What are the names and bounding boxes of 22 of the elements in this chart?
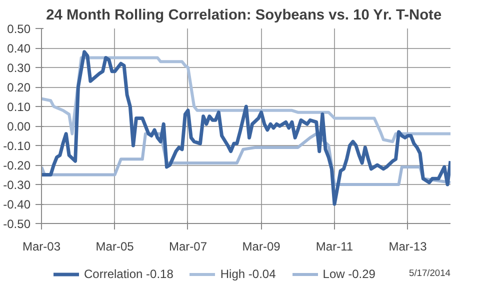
y-tick-label: 0.10: [7, 100, 31, 114]
y-tick-label: -0.20: [3, 158, 31, 172]
y-tick-label: 0.50: [7, 22, 31, 36]
x-tick-label: Mar-09: [242, 240, 281, 254]
y-tick-label: 0.20: [7, 80, 31, 94]
y-tick-label: -0.50: [3, 217, 31, 231]
x-tick-label: Mar-03: [22, 240, 61, 254]
legend-label: High -0.04: [220, 267, 276, 281]
chart-title: 24 Month Rolling Correlation: Soybeans vs. 10 Yr. T-Note: [46, 8, 442, 24]
y-tick-label: -0.10: [3, 139, 31, 153]
x-tick-label: Mar-05: [96, 240, 134, 254]
legend-label: Correlation -0.18: [84, 267, 174, 281]
x-tick-label: Mar-07: [168, 240, 208, 254]
legend-label: Low -0.29: [322, 267, 376, 281]
y-tick-label: -0.30: [3, 178, 31, 192]
y-tick-label: -0.40: [3, 198, 31, 212]
x-tick-label: Mar-11: [316, 240, 354, 254]
y-tick-label: 0.00: [7, 120, 31, 134]
x-tick-label: Mar-13: [388, 240, 428, 254]
y-tick-label: 0.30: [7, 61, 31, 75]
text: 5/17/2014: [409, 268, 450, 278]
y-tick-label: 0.40: [7, 42, 31, 56]
